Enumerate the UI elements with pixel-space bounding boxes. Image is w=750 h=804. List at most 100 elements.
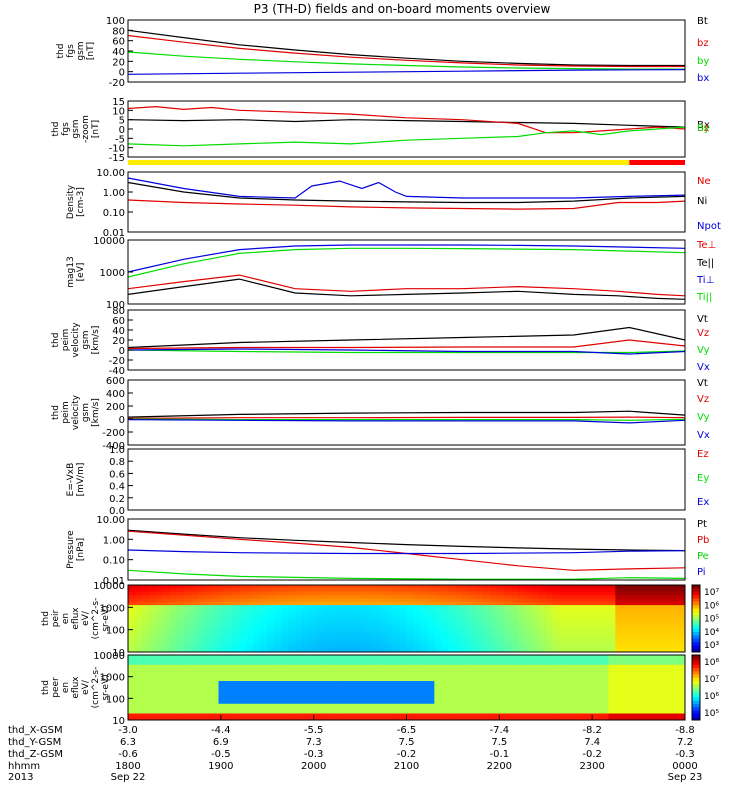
spectrogram-cell (176, 638, 185, 643)
spectrogram-cell (524, 648, 533, 653)
spectrogram-cell (406, 595, 414, 599)
spectrogram-cell (629, 638, 637, 643)
spectrogram-cell (336, 674, 345, 679)
spectrogram-cell (399, 588, 407, 593)
spectrogram-cell (587, 625, 595, 630)
spectrogram-cell (517, 615, 526, 619)
spectrogram-cell (253, 700, 261, 705)
spectrogram-cell (427, 585, 435, 589)
spectrogram-cell (427, 703, 435, 708)
spectrogram-cell (204, 707, 213, 711)
spectrogram-cell (657, 615, 665, 619)
spectrogram-cell (476, 677, 484, 682)
spectrogram-cell (503, 588, 512, 593)
status-bar-red (629, 160, 685, 165)
spectrogram-cell (253, 690, 261, 695)
spectrogram-cell (197, 664, 206, 669)
spectrogram-cell (378, 628, 387, 633)
spectrogram-cell (629, 707, 637, 711)
spectrogram-cell (538, 601, 547, 606)
spectrogram-cell (580, 635, 589, 640)
panel-frame (127, 584, 686, 653)
spectrogram-cell (204, 595, 213, 599)
xaxis-tick-value: -7.4 (490, 725, 510, 736)
spectrogram-cell (476, 645, 484, 650)
spectrogram-cell (559, 618, 568, 623)
spectrogram-cell (288, 710, 296, 714)
spectrogram-cell (141, 615, 150, 619)
spectrogram-cell (302, 710, 310, 714)
spectrogram-cell (490, 608, 498, 613)
spectrogram-cell (134, 716, 143, 721)
spectrogram-cell (364, 697, 373, 701)
spectrogram-cell (302, 668, 310, 672)
spectrogram-cell (288, 690, 296, 695)
panel-ylabel: en (61, 613, 71, 624)
spectrogram-cell (601, 605, 609, 609)
spectrogram-cell (420, 595, 428, 599)
spectrogram-cell (420, 645, 428, 650)
spectrogram-cell (246, 601, 254, 606)
spectrogram-cell (406, 591, 414, 596)
spectrogram-cell (643, 648, 651, 653)
spectrogram-cell (601, 641, 609, 646)
spectrogram-cell (392, 638, 401, 643)
spectrogram-cell (531, 635, 540, 640)
spectrogram-cell (441, 645, 449, 650)
spectrogram-cell (343, 677, 352, 682)
spectrogram-cell (476, 595, 484, 599)
spectrogram-cell (225, 687, 233, 692)
spectrogram-cell (295, 608, 303, 613)
spectrogram-cell (253, 605, 261, 609)
spectrogram-cell (260, 690, 268, 695)
spectrogram-cell (413, 668, 421, 672)
spectrogram-cell (336, 655, 345, 659)
spectrogram-cell (378, 588, 387, 593)
spectrogram-cell (204, 628, 213, 633)
spectrogram-cell (601, 621, 609, 626)
spectrogram-cell (322, 707, 331, 711)
spectrogram-cell (295, 713, 303, 718)
spectrogram-cell (364, 671, 373, 675)
spectrogram-cell (441, 700, 449, 705)
spectrogram-cell (490, 598, 498, 603)
spectrogram-cell (281, 588, 289, 593)
spectrogram-cell (295, 648, 303, 653)
spectrogram-cell (232, 700, 240, 705)
spectrogram-cell (343, 638, 352, 643)
spectrogram-cell (211, 588, 220, 593)
spectrogram-cell (608, 710, 616, 714)
spectrogram-cell (350, 635, 359, 640)
spectrogram-cell (601, 681, 609, 685)
spectrogram-cell (141, 645, 150, 650)
spectrogram-cell (441, 588, 449, 593)
spectrogram-cell (385, 605, 394, 609)
spectrogram-cell (462, 697, 470, 701)
spectrogram-cell (162, 658, 171, 662)
spectrogram-cell (524, 707, 533, 711)
spectrogram-cell (455, 648, 463, 653)
spectrogram-cell (371, 664, 380, 669)
spectrogram-cell (420, 703, 428, 708)
spectrogram-cell (128, 598, 136, 603)
spectrogram-cell (211, 674, 220, 679)
spectrogram-cell (650, 608, 658, 613)
spectrogram-cell (643, 635, 651, 640)
spectrogram-cell (232, 697, 240, 701)
spectrogram-cell (322, 697, 331, 701)
spectrogram-cell (538, 598, 547, 603)
spectrogram-cell (162, 687, 171, 692)
spectrogram-cell (643, 710, 651, 714)
spectrogram-cell (650, 674, 658, 679)
spectrogram-cell (211, 668, 220, 672)
spectrogram-cell (573, 621, 582, 626)
spectrogram-cell (169, 585, 178, 589)
spectrogram-cell (190, 674, 199, 679)
spectrogram-cell (128, 621, 136, 626)
spectrogram-cell (413, 641, 421, 646)
spectrogram-cell (510, 591, 519, 596)
colorbar-cell (692, 638, 700, 643)
spectrogram-cell (573, 703, 582, 708)
panel-ylabel: eV/ (81, 679, 91, 695)
spectrogram-cell (399, 687, 407, 692)
